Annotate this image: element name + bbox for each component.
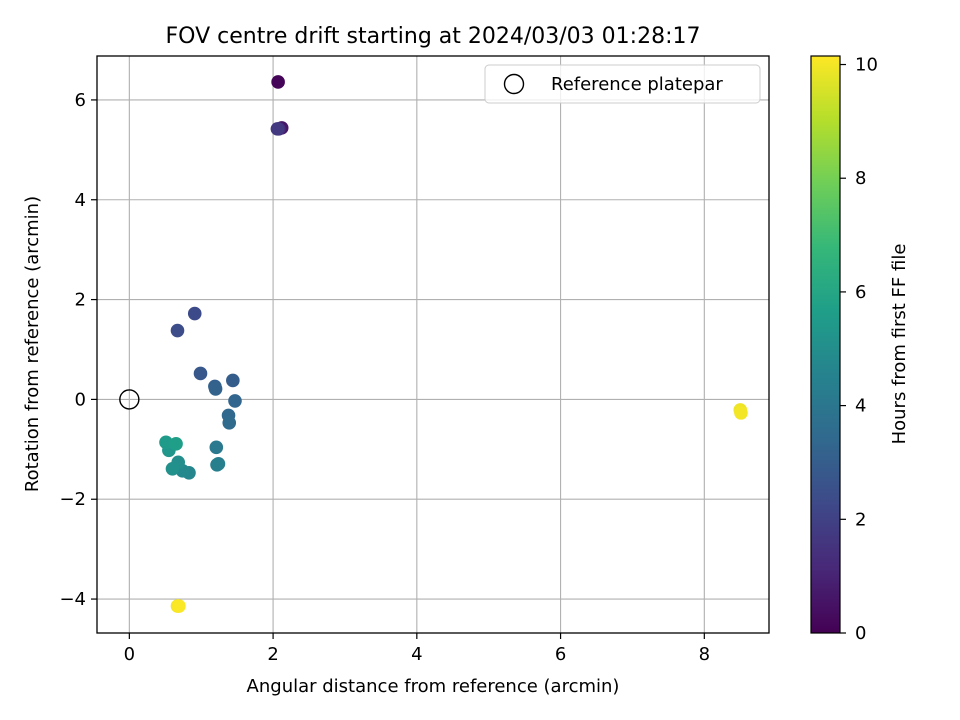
legend-marker-icon <box>503 73 525 95</box>
x-axis-ticks: 0 2 4 6 8 <box>124 633 710 665</box>
data-point <box>169 437 183 451</box>
y-tick-label: 0 <box>75 389 86 410</box>
x-axis-label: Angular distance from reference (arcmin) <box>247 676 620 697</box>
plot-frame <box>96 55 770 634</box>
data-point <box>222 416 237 430</box>
reference-point-marker <box>119 389 140 410</box>
colorbar-tick-label: 2 <box>855 509 866 530</box>
colorbar-tick-label: 6 <box>855 282 866 303</box>
x-tick-label: 2 <box>267 644 278 665</box>
x-tick-label: 6 <box>555 644 566 665</box>
y-tick-label: −2 <box>59 489 86 510</box>
data-point <box>193 366 208 381</box>
colorbar-tick-label: 0 <box>855 623 866 644</box>
data-point <box>187 306 202 321</box>
reference-marker <box>119 389 140 410</box>
grid-lines <box>97 56 769 633</box>
y-tick-label: 6 <box>75 90 86 111</box>
colorbar-tick-label: 10 <box>855 55 878 76</box>
legend: Reference platepar <box>484 64 761 104</box>
data-point <box>159 435 173 450</box>
chart-title: FOV centre drift starting at 2024/03/03 … <box>166 24 701 49</box>
y-tick-label: 4 <box>75 190 86 211</box>
data-point <box>270 122 285 136</box>
data-point <box>172 599 186 613</box>
colorbar-gradient <box>810 55 841 634</box>
data-point <box>208 382 223 396</box>
x-tick-label: 8 <box>699 644 710 665</box>
x-tick-label: 4 <box>411 644 422 665</box>
data-point <box>209 440 224 455</box>
colorbar-ticks: 0 2 4 6 8 10 <box>840 55 878 644</box>
y-axis-ticks: −4 −2 0 2 4 6 <box>59 90 97 610</box>
data-point <box>226 373 240 388</box>
data-point <box>210 457 224 472</box>
y-axis-label: Rotation from reference (arcmin) <box>22 196 43 492</box>
colorbar: 0 2 4 6 8 10 Hours from first FF file <box>810 55 910 644</box>
data-point <box>165 461 180 476</box>
x-tick-label: 0 <box>124 644 135 665</box>
legend-box <box>484 64 761 104</box>
data-point <box>228 394 242 408</box>
y-tick-label: −4 <box>59 589 86 610</box>
colorbar-tick-label: 4 <box>855 396 866 417</box>
colorbar-tick-label: 8 <box>855 168 866 189</box>
data-point <box>734 406 748 420</box>
colorbar-label: Hours from first FF file <box>889 244 910 445</box>
y-tick-label: 2 <box>75 290 86 311</box>
data-point <box>271 75 285 89</box>
legend-entry-label: Reference platepar <box>551 74 723 95</box>
data-points <box>159 75 748 613</box>
data-point <box>170 323 185 338</box>
